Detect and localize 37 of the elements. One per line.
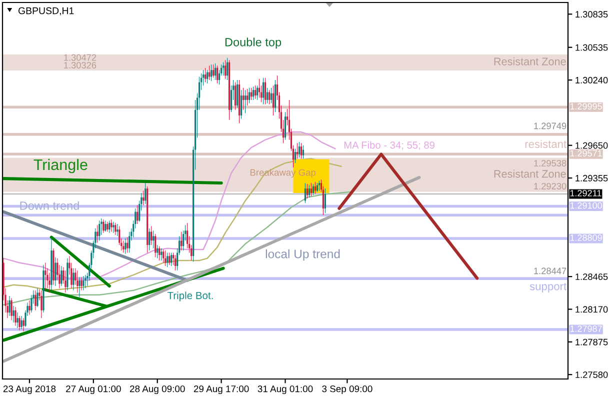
y-tick-label: 1.30240 xyxy=(576,76,608,84)
ref-line-label: 1.29100 xyxy=(570,202,602,209)
annotation: Triple Bot. xyxy=(167,292,213,302)
y-tick-label: 1.28465 xyxy=(576,273,608,280)
ref-line-label: 1.29211 xyxy=(570,190,602,196)
x-tick-label: 3 Sep 09:00 xyxy=(322,386,372,394)
annotation: 1.30472 xyxy=(64,54,96,61)
annotation: MA Fibo - 34; 55; 89 xyxy=(344,141,434,150)
chart-title: GBPUSD,H1 xyxy=(18,7,74,16)
annotation: support xyxy=(530,282,567,292)
annotation: 1.28447 xyxy=(534,268,566,274)
x-tick-label: 29 Aug 17:00 xyxy=(194,386,249,394)
y-tick-label: 1.28170 xyxy=(576,306,608,313)
annotation: local Up trend xyxy=(266,249,340,261)
annotation: resistant xyxy=(525,140,567,148)
annotation: 1.29230 xyxy=(534,182,566,190)
ref-line-label: 1.29995 xyxy=(570,103,602,110)
annotation: 1.30326 xyxy=(64,62,96,68)
y-tick-label: 1.29650 xyxy=(576,142,608,149)
ref-line-label: 1.28809 xyxy=(570,234,602,241)
ref-line-label: 1.27987 xyxy=(570,326,602,332)
x-tick-label: 23 Aug 2018 xyxy=(3,386,56,394)
annotation: Triangle xyxy=(34,158,88,174)
band-label: Resistant Zone xyxy=(494,57,566,66)
band-label: Resistant Zone xyxy=(494,170,566,178)
x-tick-label: 28 Aug 09:00 xyxy=(130,386,185,394)
y-tick-label: 1.29355 xyxy=(576,174,608,182)
y-tick-label: 1.27580 xyxy=(576,371,608,378)
x-tick-label: 31 Aug 01:00 xyxy=(258,386,313,394)
ref-line-label: 1.29571 xyxy=(570,150,602,157)
y-tick-label: 1.30835 xyxy=(576,11,608,18)
annotation: 1.29749 xyxy=(534,122,566,130)
annotation: 1.29538 xyxy=(534,160,566,166)
y-tick-label: 1.30535 xyxy=(576,44,608,51)
y-tick-label: 1.27875 xyxy=(576,338,608,346)
x-tick-label: 27 Aug 01:00 xyxy=(66,386,121,394)
annotation: Double top xyxy=(225,38,282,49)
